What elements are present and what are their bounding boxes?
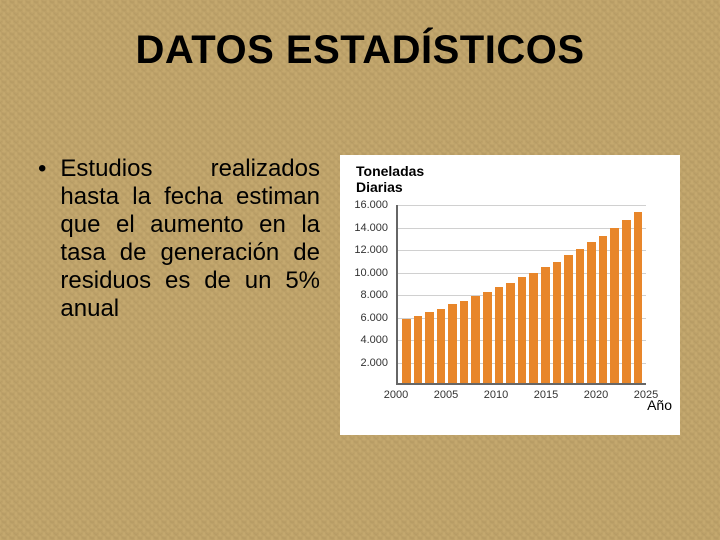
bar xyxy=(437,309,446,383)
bar xyxy=(483,292,492,383)
bar xyxy=(518,277,527,383)
bar xyxy=(610,228,619,383)
x-tick-label: 2005 xyxy=(434,389,458,401)
plot-area xyxy=(396,205,646,385)
body-text: Estudios realizados hasta la fecha estim… xyxy=(60,155,320,323)
bar xyxy=(448,304,457,383)
y-tick-label: 12.000 xyxy=(354,244,388,256)
text-block: • Estudios realizados hasta la fecha est… xyxy=(30,155,320,435)
x-tick-label: 2000 xyxy=(384,389,408,401)
bar xyxy=(425,312,434,383)
bar xyxy=(471,296,480,383)
bar-chart: ToneladasDiarias 2.000 4.000 6.000 8.000 10.… xyxy=(340,155,680,435)
bar xyxy=(506,283,515,383)
y-tick-label: 2.000 xyxy=(360,357,388,369)
bar xyxy=(414,316,423,384)
x-axis-labels: 200020052010201520202025 xyxy=(396,389,646,409)
y-tick-label: 6.000 xyxy=(360,312,388,324)
y-axis-labels: 2.0004.0006.0008.00010.00012.00014.00016… xyxy=(340,205,392,385)
bar xyxy=(599,236,608,383)
y-tick-label: 14.000 xyxy=(354,222,388,234)
x-tick-label: 2010 xyxy=(484,389,508,401)
bar xyxy=(587,242,596,383)
y-tick-label: 16.000 xyxy=(354,199,388,211)
x-axis-title: Año xyxy=(647,397,672,413)
x-tick-label: 2015 xyxy=(534,389,558,401)
bar xyxy=(529,273,538,383)
y-tick-label: 4.000 xyxy=(360,334,388,346)
y-tick-label: 10.000 xyxy=(354,267,388,279)
bar xyxy=(495,287,504,383)
bullet-item: • Estudios realizados hasta la fecha est… xyxy=(30,155,320,323)
page-title: DATOS ESTADÍSTICOS xyxy=(0,28,720,73)
bar xyxy=(460,301,469,383)
bars-group xyxy=(398,205,646,383)
x-tick-label: 2020 xyxy=(584,389,608,401)
bullet-marker: • xyxy=(38,155,46,183)
bar xyxy=(553,262,562,384)
y-tick-label: 8.000 xyxy=(360,289,388,301)
bar xyxy=(541,267,550,383)
bar xyxy=(576,249,585,383)
y-axis-title: ToneladasDiarias xyxy=(356,163,424,195)
content-row: • Estudios realizados hasta la fecha est… xyxy=(30,155,680,435)
bar xyxy=(402,319,411,383)
bar xyxy=(634,212,643,383)
bar xyxy=(564,255,573,383)
bar xyxy=(622,220,631,383)
